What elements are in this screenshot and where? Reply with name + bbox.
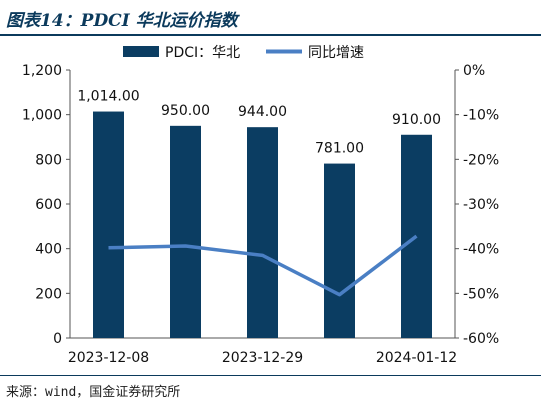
- y-left-tick-label: 200: [35, 286, 62, 302]
- y-right-tick-label: -10%: [463, 108, 499, 124]
- y-right-tick-label: 0%: [463, 63, 485, 79]
- chart-legend: PDCI：华北 同比增速: [123, 45, 364, 61]
- x-tick-label: 2024-01-12: [376, 350, 457, 366]
- x-tick-label: 2023-12-29: [222, 350, 303, 366]
- y-right-tick-label: -50%: [463, 286, 499, 302]
- legend-bar-label: PDCI：华北: [165, 45, 240, 61]
- chart-axes: 0 200 400 600 800 1,000 1,200 -60% -50% -40% -30% -…: [22, 63, 499, 366]
- bar-value-label: 910.00: [392, 112, 441, 128]
- y-left-tick-label: 1,000: [22, 108, 62, 124]
- y-right-tick-label: -60%: [463, 331, 499, 347]
- y-left-tick-label: 1,200: [22, 63, 62, 79]
- line-series: [108, 234, 418, 297]
- figure-title: 图表14：PDCI 华北运价指数: [6, 11, 238, 31]
- y-left-tick-label: 600: [35, 197, 62, 213]
- bar-value-label: 950.00: [161, 103, 210, 119]
- data-labels: 1,014.00 950.00 944.00 781.00 910.00: [77, 89, 441, 157]
- bar-value-label: 1,014.00: [77, 89, 139, 105]
- bar: [170, 125, 201, 338]
- bar-series: [93, 111, 432, 338]
- legend-line-label: 同比增速: [308, 45, 364, 61]
- chart: PDCI：华北 同比增速 0 200 400 600 800 1,000 1,200 -60% -…: [22, 45, 499, 366]
- title-rule: [0, 34, 541, 36]
- source-note: 来源：wind，国金证券研究所: [6, 385, 181, 400]
- y-left-tick-label: 800: [35, 152, 62, 168]
- bar-value-label: 781.00: [315, 141, 364, 157]
- bar: [93, 111, 124, 338]
- growth-line: [108, 234, 418, 297]
- legend-bar-swatch: [123, 46, 159, 57]
- y-right-tick-label: -40%: [463, 242, 499, 258]
- y-right-tick-label: -30%: [463, 197, 499, 213]
- y-right-tick-label: -20%: [463, 152, 499, 168]
- bar-value-label: 944.00: [238, 104, 287, 120]
- source-rule: [0, 375, 541, 376]
- y-left-tick-label: 0: [53, 331, 62, 347]
- y-left-tick-label: 400: [35, 242, 62, 258]
- bar: [324, 163, 355, 338]
- bar: [247, 127, 278, 338]
- x-tick-label: 2023-12-08: [68, 350, 149, 366]
